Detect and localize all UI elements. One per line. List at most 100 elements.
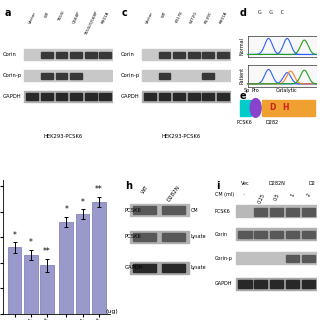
Bar xyxy=(173,93,185,100)
Text: i: i xyxy=(216,181,220,191)
Bar xyxy=(254,208,268,216)
Bar xyxy=(270,208,283,216)
Text: a: a xyxy=(4,8,11,18)
Text: 1: 1 xyxy=(290,192,296,197)
Bar xyxy=(302,208,315,216)
Text: GAPDH: GAPDH xyxy=(3,94,22,99)
Text: (ug): (ug) xyxy=(105,308,118,314)
Bar xyxy=(130,204,189,216)
Bar xyxy=(24,91,113,102)
Bar xyxy=(217,52,229,58)
Text: PCSK6: PCSK6 xyxy=(124,208,141,212)
Bar xyxy=(130,231,189,243)
Bar xyxy=(92,202,106,314)
Bar xyxy=(40,265,54,314)
Bar xyxy=(24,255,38,314)
Bar xyxy=(144,93,156,100)
Bar xyxy=(217,93,229,100)
Bar xyxy=(254,280,268,288)
Bar xyxy=(188,52,199,58)
Bar xyxy=(8,247,21,314)
Text: G  G  C: G G C xyxy=(258,11,284,15)
Bar xyxy=(24,70,113,81)
Bar xyxy=(26,93,38,100)
Text: R801A: R801A xyxy=(219,11,228,24)
Text: Catalytic: Catalytic xyxy=(276,88,298,93)
Text: S472G: S472G xyxy=(189,11,199,24)
Text: Patient: Patient xyxy=(240,67,245,84)
Text: D282: D282 xyxy=(266,120,279,125)
Bar xyxy=(236,228,318,240)
Bar xyxy=(270,280,283,288)
Bar xyxy=(132,206,156,214)
Bar xyxy=(41,52,52,58)
Text: Vector: Vector xyxy=(28,11,37,24)
Text: WT: WT xyxy=(162,11,168,18)
Text: CM (ml): CM (ml) xyxy=(215,192,234,197)
Bar xyxy=(236,252,318,264)
Text: Lysate: Lysate xyxy=(191,265,206,270)
Bar xyxy=(162,233,185,241)
Bar xyxy=(76,214,90,314)
Text: Normal: Normal xyxy=(240,37,245,55)
Text: c: c xyxy=(122,8,128,18)
Bar xyxy=(56,52,67,58)
Bar xyxy=(60,222,73,314)
Text: K317E: K317E xyxy=(175,11,184,24)
Bar xyxy=(236,205,318,217)
Bar xyxy=(302,230,315,238)
Text: WT: WT xyxy=(140,184,149,194)
Bar xyxy=(254,230,268,238)
Text: Q568P: Q568P xyxy=(72,11,81,24)
Text: T555I/Q568P: T555I/Q568P xyxy=(84,11,98,36)
Bar xyxy=(188,93,199,100)
Bar xyxy=(158,52,170,58)
Bar xyxy=(203,93,214,100)
Bar xyxy=(240,100,251,116)
Text: T555I: T555I xyxy=(58,11,66,22)
Bar xyxy=(70,93,82,100)
Text: R801A: R801A xyxy=(101,11,110,24)
Bar xyxy=(286,280,299,288)
Text: h: h xyxy=(125,181,132,191)
Bar xyxy=(262,100,315,116)
Bar xyxy=(142,49,230,60)
Bar xyxy=(238,280,252,288)
Text: **: ** xyxy=(95,185,103,194)
Text: PCSK6: PCSK6 xyxy=(215,209,231,214)
Bar xyxy=(41,93,52,100)
Text: GAPDH: GAPDH xyxy=(121,94,140,99)
Bar xyxy=(142,70,230,81)
Bar xyxy=(158,93,170,100)
Text: D282N: D282N xyxy=(269,181,285,186)
Text: H: H xyxy=(282,103,289,112)
Bar xyxy=(132,264,156,272)
Bar xyxy=(248,36,317,57)
Text: WT: WT xyxy=(44,11,50,18)
Bar xyxy=(162,206,185,214)
Bar xyxy=(286,255,299,262)
Text: D: D xyxy=(269,103,275,112)
Text: GAPDH: GAPDH xyxy=(215,281,233,286)
Text: Corin: Corin xyxy=(215,232,228,236)
Bar xyxy=(41,73,52,79)
Text: *: * xyxy=(29,238,33,247)
Bar xyxy=(70,73,82,79)
Text: R539C: R539C xyxy=(204,11,213,24)
Text: Pro: Pro xyxy=(252,88,260,93)
Text: d: d xyxy=(240,8,247,18)
Text: Corin: Corin xyxy=(121,52,135,57)
Text: e: e xyxy=(240,91,247,100)
Text: Vec: Vec xyxy=(241,181,250,186)
Text: Lysate: Lysate xyxy=(191,234,206,239)
Text: CM: CM xyxy=(191,208,198,212)
Bar xyxy=(100,93,111,100)
Circle shape xyxy=(250,99,261,117)
Bar xyxy=(56,93,67,100)
Text: Sp: Sp xyxy=(243,88,249,93)
Bar xyxy=(85,52,97,58)
Text: PCSK6: PCSK6 xyxy=(237,120,252,125)
Text: D2: D2 xyxy=(309,181,316,186)
Bar xyxy=(70,52,82,58)
Text: Corin: Corin xyxy=(3,52,17,57)
